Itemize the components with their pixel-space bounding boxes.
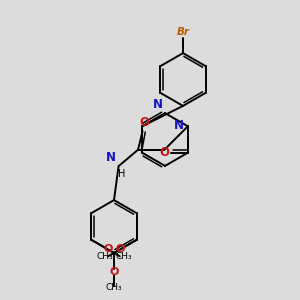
Text: CH₃: CH₃ [106, 283, 122, 292]
Text: N: N [106, 151, 116, 164]
Text: CH₃: CH₃ [96, 252, 113, 261]
Text: O: O [139, 116, 149, 129]
Text: O: O [159, 146, 169, 159]
Text: O: O [103, 244, 113, 254]
Text: N: N [153, 98, 163, 111]
Text: N: N [174, 119, 184, 132]
Text: CH₃: CH₃ [115, 252, 132, 261]
Text: O: O [109, 267, 119, 278]
Text: Br: Br [176, 27, 190, 37]
Text: H: H [118, 169, 125, 178]
Text: O: O [115, 244, 125, 254]
